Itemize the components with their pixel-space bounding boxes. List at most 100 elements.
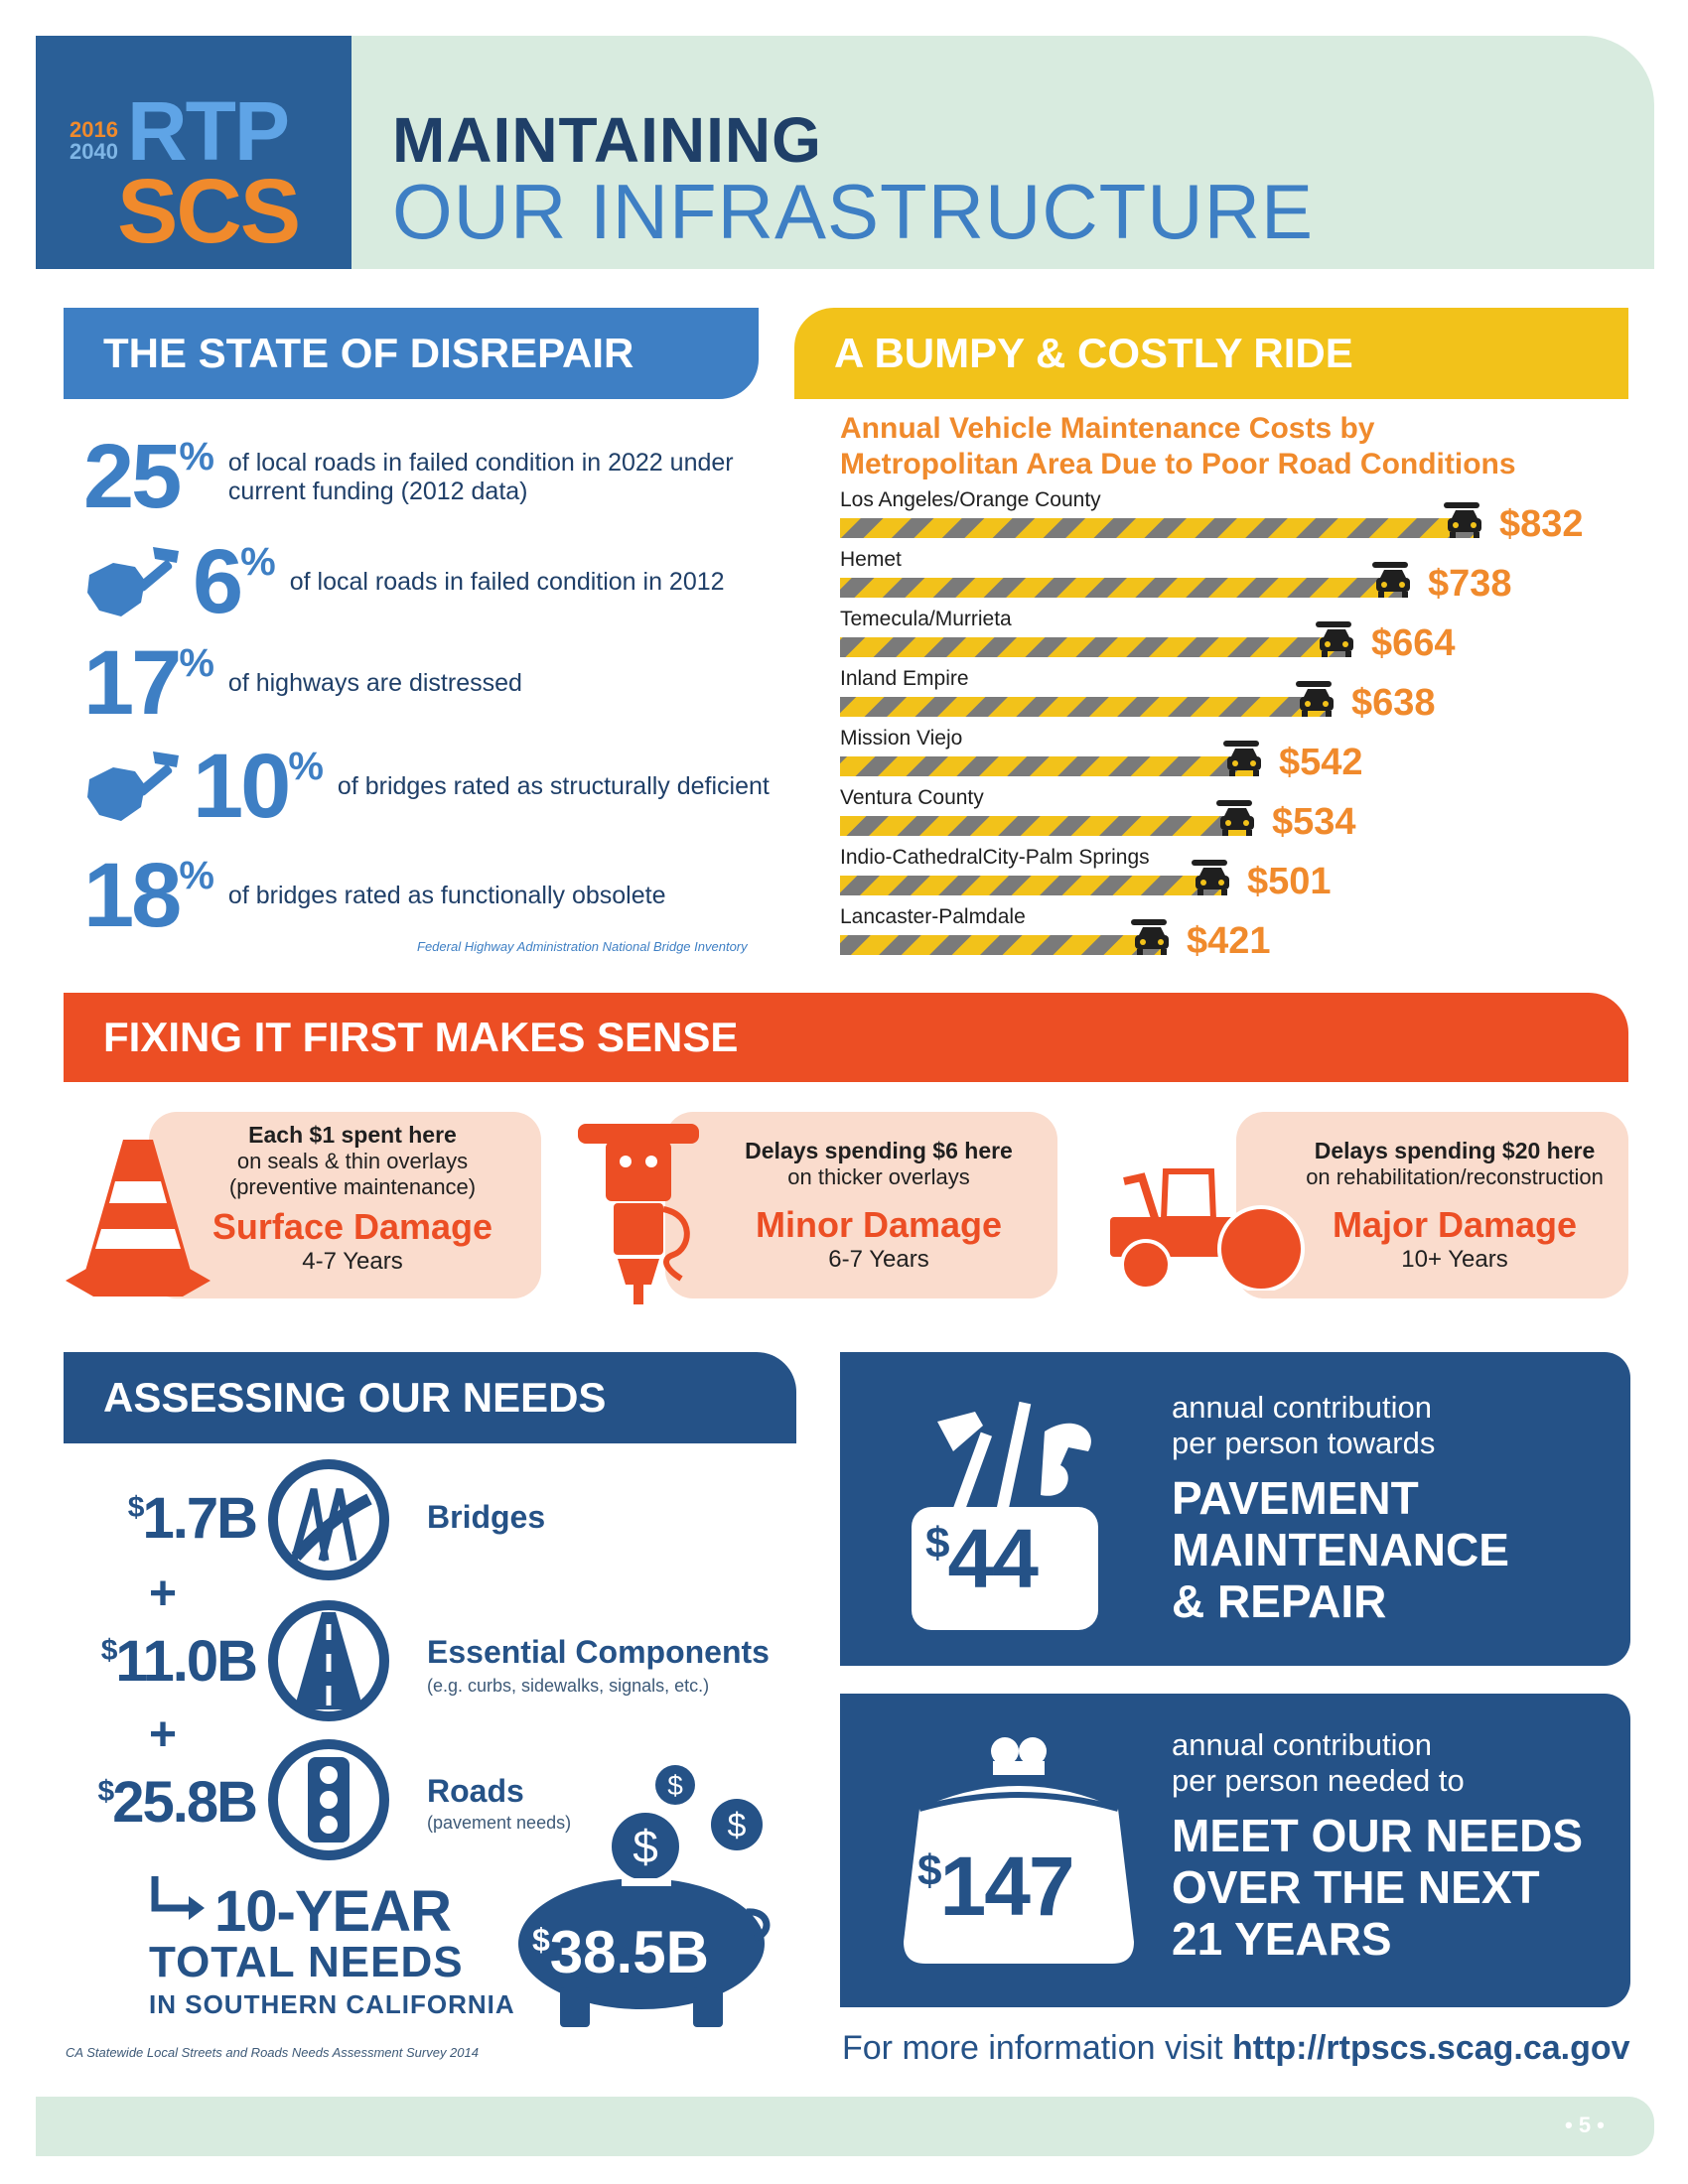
chart-category-label: Temecula/Murrieta	[840, 608, 1012, 630]
more-info-prefix: For more information visit	[842, 2029, 1232, 2067]
chart-value-label: $664	[1371, 622, 1456, 664]
total-amount: $38.5B	[532, 1918, 709, 1986]
card-heading-3: 21 YEARS	[1172, 1913, 1392, 1965]
card-caption-2: per person needed to	[1172, 1763, 1465, 1798]
stat-value: 6	[193, 531, 243, 632]
logo-scs: SCS	[117, 161, 301, 262]
fix-line3: (preventive maintenance)	[228, 1174, 477, 1199]
page-title: MAINTAINING	[392, 104, 822, 176]
stat-item: 10 % of bridges rated as structurally de…	[83, 735, 770, 839]
fix-panel-text: Delays spending $6 here on thicker overl…	[695, 1138, 1062, 1274]
chart-category-label: Ventura County	[840, 786, 984, 809]
section-heading-assessing: ASSESSING OUR NEEDS	[64, 1352, 796, 1443]
chart-bar	[840, 816, 1246, 836]
source-note: CA Statewide Local Streets and Roads Nee…	[66, 2045, 479, 2060]
need-amount: $25.8B	[18, 1769, 258, 1836]
car-wrench-icon	[1296, 681, 1334, 717]
need-amount-value: 25.8B	[112, 1770, 258, 1835]
toolbox-icon	[912, 1401, 1098, 1630]
source-note: Federal Highway Administration National …	[417, 939, 748, 954]
chart-value-label: $421	[1187, 920, 1271, 962]
logo-years: 2016 2040	[70, 119, 118, 163]
stat-text: of local roads in failed condition in 20…	[289, 568, 725, 596]
total-region: IN SOUTHERN CALIFORNIA	[149, 1989, 515, 2019]
stat-unit: %	[179, 854, 214, 897]
section-heading-fixing: FIXING IT FIRST MAKES SENSE	[64, 993, 1628, 1082]
contribution-card-needs: $147 annual contribution per person need…	[840, 1694, 1630, 2007]
need-amount: $1.7B	[18, 1485, 258, 1552]
fix-line1: Delays spending $6 here	[745, 1138, 1013, 1163]
currency-symbol: $	[100, 1634, 118, 1667]
stat-value: 18	[83, 845, 182, 946]
stat-unit: %	[240, 540, 276, 584]
fix-panel-text: Delays spending $20 here on rehabilitati…	[1281, 1138, 1628, 1274]
fix-label: Major Damage	[1332, 1204, 1578, 1245]
card-caption-1: annual contribution	[1172, 1727, 1432, 1762]
stat-text: of local roads in failed condition in 20…	[227, 448, 734, 505]
chart-category-label: Mission Viejo	[840, 727, 962, 750]
card-heading-2: OVER THE NEXT	[1172, 1861, 1540, 1913]
chart-bar	[840, 518, 1474, 538]
card-amount: $44	[925, 1511, 1039, 1607]
stat-text: of bridges rated as functionally obsolet…	[227, 882, 666, 909]
fix-label: Surface Damage	[211, 1206, 493, 1247]
fix-label: Minor Damage	[755, 1204, 1003, 1245]
chart-category-label: Indio-CathedralCity-Palm Springs	[840, 846, 1150, 869]
section-heading-bumpy: A BUMPY & COSTLY RIDE	[794, 308, 1628, 399]
coin-purse-icon	[904, 1737, 1134, 1964]
hand-hammer-icon	[87, 751, 179, 821]
fix-line1: Each $1 spent here	[248, 1122, 457, 1148]
chart-value-label: $638	[1351, 682, 1436, 724]
chart-bar	[840, 637, 1345, 657]
car-wrench-icon	[1444, 502, 1481, 538]
total-heading: 10-YEAR	[214, 1879, 452, 1944]
page-subtitle: OUR INFRASTRUCTURE	[392, 168, 1314, 255]
need-amount-value: 11.0B	[115, 1629, 258, 1694]
stat-value: 10	[193, 736, 291, 837]
currency-symbol: $	[925, 1519, 950, 1568]
chart-bar	[840, 756, 1253, 776]
page-number: • 5 •	[1565, 2113, 1605, 2137]
chart-bar	[840, 876, 1221, 895]
car-wrench-icon	[1192, 860, 1229, 895]
chart-category-label: Hemet	[840, 548, 902, 571]
bridge-icon	[268, 1459, 389, 1580]
card-heading-1: PAVEMENT	[1172, 1472, 1419, 1524]
card-heading-1: MEET OUR NEEDS	[1172, 1810, 1584, 1861]
maintenance-cost-chart: Los Angeles/Orange County $832 Hemet $738 Te…	[840, 488, 1584, 962]
stat-text: of bridges rated as structurally deficie…	[337, 772, 770, 800]
chart-value-label: $738	[1428, 563, 1512, 605]
stat-unit: %	[179, 641, 214, 685]
stat-text: of highways are distressed	[227, 669, 522, 697]
svg-text:$: $	[728, 1807, 747, 1844]
fix-line2: on thicker overlays	[787, 1164, 970, 1189]
chart-title: Annual Vehicle Maintenance Costs by Metr…	[840, 412, 1516, 480]
currency-symbol: $	[127, 1491, 145, 1524]
fix-years: 6-7 Years	[828, 1246, 929, 1273]
arrow-icon	[151, 1876, 205, 1920]
plus-sign: +	[149, 1708, 178, 1761]
card-heading-3: & REPAIR	[1172, 1575, 1387, 1627]
fix-panel-surface	[149, 1112, 541, 1298]
need-sub: (pavement needs)	[427, 1813, 572, 1833]
total-subheading: TOTAL NEEDS	[149, 1938, 464, 1986]
car-wrench-icon	[1223, 741, 1261, 776]
currency-symbol: $	[97, 1775, 115, 1808]
card-amount-value: 147	[939, 1840, 1074, 1933]
need-label: Essential Components	[427, 1634, 770, 1670]
card-caption-1: annual contribution	[1172, 1390, 1432, 1425]
car-wrench-icon	[1372, 562, 1410, 598]
chart-value-label: $534	[1272, 801, 1356, 843]
contribution-card-maintenance: $44 annual contribution per person towar…	[840, 1352, 1630, 1666]
fix-panel-text: Each $1 spent here on seals & thin overl…	[159, 1122, 546, 1276]
svg-text:$: $	[667, 1770, 683, 1801]
chart-bar	[840, 697, 1326, 717]
fix-years: 4-7 Years	[302, 1248, 403, 1275]
fix-panel-minor	[665, 1112, 1057, 1298]
more-info: For more information visit http://rtpscs…	[842, 2029, 1630, 2068]
more-info-link[interactable]: http://rtpscs.scag.ca.gov	[1232, 2029, 1630, 2067]
need-amount: $11.0B	[18, 1628, 258, 1695]
hand-hammer-icon	[87, 546, 179, 616]
traffic-light-icon	[268, 1739, 389, 1860]
fix-years: 10+ Years	[1401, 1246, 1508, 1273]
